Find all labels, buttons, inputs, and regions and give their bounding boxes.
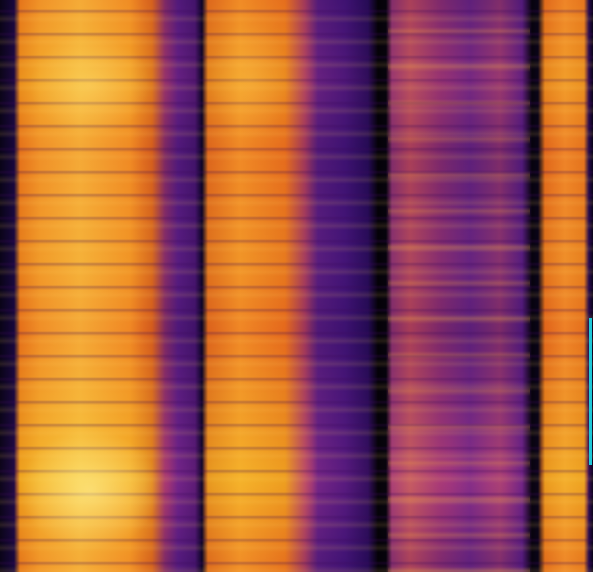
spectrogram-highlight	[0, 0, 593, 572]
scroll-indicator	[589, 318, 592, 465]
spectrogram	[0, 0, 593, 572]
